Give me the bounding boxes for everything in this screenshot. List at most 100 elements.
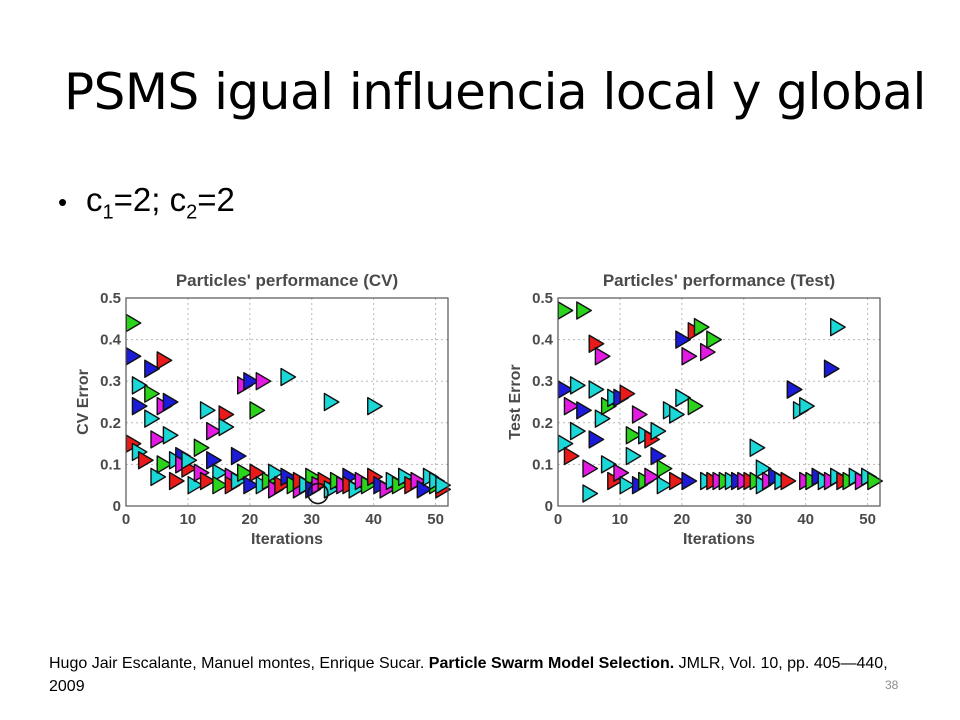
particle-point	[619, 384, 636, 403]
test-error-plot: 0 10 20 30 40 50 0 0.1 0.2 0.3 0.4 0.5 Particles' pe…	[507, 271, 884, 548]
chart-title: Particles' performance (CV)	[176, 271, 398, 290]
particle-point	[656, 475, 673, 495]
y-tick-label: 0.2	[532, 415, 553, 432]
particle-point	[569, 376, 586, 395]
c2-value: =2	[197, 181, 235, 218]
plot-frame	[125, 297, 449, 507]
particle-point	[243, 371, 260, 391]
particle-point	[650, 421, 667, 441]
particle-point	[280, 367, 297, 387]
particle-point	[576, 401, 592, 420]
particle-point	[780, 471, 797, 491]
particle-point	[212, 475, 229, 495]
y-tick-label: 0.3	[532, 373, 553, 390]
particle-point	[218, 417, 235, 437]
particle-point	[625, 446, 642, 466]
particle-point	[156, 455, 173, 474]
slide-number: 38	[885, 678, 899, 692]
citation-title: Particle Swarm Model Selection.	[428, 655, 675, 672]
y-axis-label: CV Error	[75, 369, 92, 435]
particle-point	[144, 359, 160, 378]
cv-error-chart: 0 10 20 30 40 50 0 0.1 0.2 0.3 0.4 0.5 Particles' pe…	[64, 262, 464, 562]
particle-point	[569, 421, 586, 441]
x-tick-label: 40	[797, 511, 814, 528]
particle-point	[830, 317, 846, 337]
particle-point	[144, 409, 160, 428]
particle-point	[693, 317, 710, 337]
particle-point	[594, 347, 611, 366]
particle-point	[786, 380, 803, 399]
y-tick-label: 0	[113, 498, 121, 515]
particle-point	[588, 380, 605, 399]
particle-point	[687, 396, 704, 416]
particle-point	[563, 396, 580, 416]
cv-error-plot: 0 10 20 30 40 50 0 0.1 0.2 0.3 0.4 0.5 Particles' pe…	[75, 271, 452, 548]
particle-point	[212, 463, 229, 482]
particle-point	[706, 330, 723, 349]
x-tick-label: 30	[735, 511, 752, 528]
particle-point	[181, 451, 198, 470]
bullet-text: c1=2; c2=2	[86, 178, 235, 235]
y-tick-label: 0.4	[100, 332, 122, 349]
particle-point	[131, 396, 148, 416]
y-tick-label: 0.1	[532, 456, 553, 473]
particle-point	[156, 351, 173, 370]
c2-base: c	[169, 181, 187, 218]
particle-point	[199, 471, 216, 491]
plot-frame	[557, 297, 881, 507]
c1-value: =2;	[113, 181, 170, 218]
c1-base: c	[86, 181, 103, 218]
particle-point	[144, 384, 160, 403]
x-tick-label: 30	[303, 511, 320, 528]
x-tick-label: 40	[365, 511, 382, 528]
y-axis-label: Test Error	[507, 364, 524, 439]
y-tick-label: 0.1	[100, 456, 121, 473]
particle-point	[669, 405, 685, 424]
particle-point	[323, 392, 340, 412]
test-error-chart: 0 10 20 30 40 50 0 0.1 0.2 0.3 0.4 0.5 Particles' pe…	[496, 262, 896, 562]
best-particle-marker	[307, 482, 329, 505]
particle-point	[588, 430, 605, 449]
particle-point	[681, 471, 698, 491]
particle-point	[150, 430, 167, 449]
x-tick-label: 50	[427, 511, 444, 528]
particle-point	[162, 392, 179, 412]
particle-point	[435, 475, 452, 495]
particle-point	[137, 451, 154, 470]
particle-point	[644, 467, 661, 487]
particle-point	[193, 438, 210, 457]
particle-point	[799, 396, 815, 416]
x-tick-label: 20	[242, 511, 259, 528]
y-tick-label: 0.2	[100, 415, 121, 432]
x-axis-label: Iterations	[251, 531, 323, 548]
particle-point	[576, 301, 592, 320]
citation-venue: JMLR, Vol. 10, pp. 405—440, 2009	[49, 655, 888, 695]
particle-point	[675, 388, 692, 408]
bullet-item: • c1=2; c2=2	[58, 178, 235, 235]
x-tick-label: 10	[180, 511, 197, 528]
particle-point	[867, 471, 884, 491]
bullet-dot-icon: •	[58, 187, 68, 217]
particle-point	[162, 426, 179, 445]
x-axis-label: Iterations	[683, 531, 755, 548]
particle-point	[823, 359, 840, 378]
x-tick-label: 10	[612, 511, 629, 528]
x-tick-label: 0	[122, 511, 130, 528]
particle-point	[230, 446, 247, 466]
particle-point	[168, 471, 185, 491]
y-tick-label: 0.4	[532, 332, 554, 349]
particle-point	[749, 438, 766, 457]
particle-point	[625, 426, 642, 445]
y-tick-label: 0.5	[532, 290, 553, 307]
particle-point	[600, 455, 617, 474]
citation: Hugo Jair Escalante, Manuel montes, Enri…	[49, 652, 889, 698]
chart-title: Particles' performance (Test)	[603, 271, 835, 290]
particle-point	[619, 475, 636, 495]
c2-subscript: 2	[186, 201, 198, 224]
x-tick-label: 20	[674, 511, 691, 528]
y-tick-label: 0.5	[100, 290, 121, 307]
particle-point	[681, 347, 698, 366]
particle-point	[631, 405, 648, 424]
x-tick-label: 0	[554, 511, 562, 528]
particle-point	[199, 401, 216, 420]
